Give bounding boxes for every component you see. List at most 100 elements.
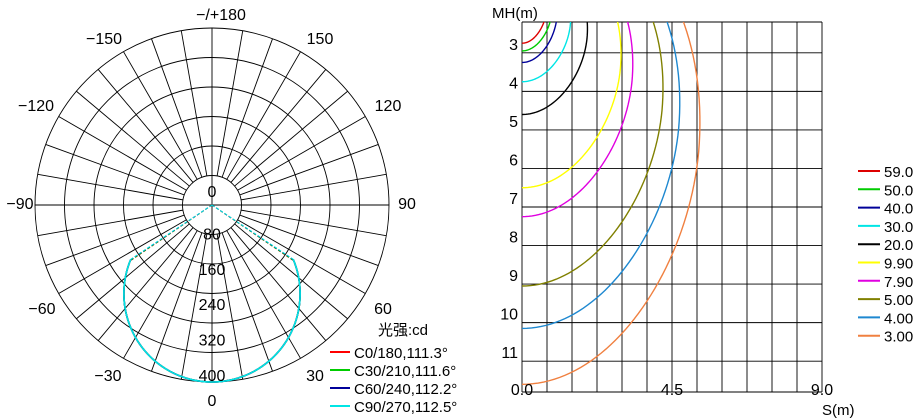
- legend-label: 4.00: [884, 310, 913, 327]
- polar-angle-label: −30: [94, 368, 121, 385]
- polar-spoke: [151, 38, 203, 178]
- polar-spoke: [230, 69, 327, 183]
- polar-spoke: [45, 214, 185, 266]
- isolux-y-tick: 10: [500, 307, 518, 324]
- legend-label: 20.0: [884, 237, 913, 254]
- polar-angle-label: −90: [6, 196, 33, 213]
- polar-angle-label: −60: [28, 301, 55, 318]
- polar-spoke: [240, 173, 387, 201]
- isolux-x-tick: 4.5: [661, 382, 683, 399]
- legend-label: 9.90: [884, 256, 913, 273]
- isolux-y-tick: 7: [509, 191, 518, 208]
- polar-grid: [34, 27, 390, 383]
- polar-spoke: [240, 209, 387, 237]
- isolux-curve: [522, 22, 572, 83]
- isolux-chart: 3 4 5 6 7 8 9 10 11 0.0 4.5 9.0 MH(m) S(m) 59.050.0…: [492, 5, 913, 418]
- polar-radial-label: 80: [203, 226, 221, 243]
- isolux-curve: [522, 22, 589, 116]
- polar-radial-label: 240: [199, 297, 226, 314]
- isolux-curve: [522, 22, 701, 385]
- polar-spoke: [123, 51, 198, 180]
- polar-beam-edge: [211, 204, 295, 261]
- isolux-y-tick: 11: [501, 345, 518, 362]
- isolux-series-group: [522, 22, 701, 385]
- polar-angle-label: 30: [306, 368, 324, 385]
- legend-label: 50.0: [884, 182, 913, 199]
- isolux-curve: [522, 22, 551, 52]
- polar-beam-edge: [129, 204, 213, 262]
- polar-labels: 0 30 −30 60 −60 90 −90 120 −120 150 −150 −/+180 0 80 1…: [6, 7, 416, 410]
- polar-beam-edge: [130, 204, 213, 260]
- isolux-grid: [521, 21, 823, 393]
- isolux-curve: [522, 22, 681, 330]
- polar-spoke: [151, 232, 203, 372]
- x-axis-label: S(m): [822, 402, 855, 418]
- polar-angle-label: −120: [18, 98, 54, 115]
- polar-angle-label: 150: [307, 31, 334, 48]
- polar-spoke: [216, 30, 244, 177]
- polar-spoke: [97, 227, 194, 341]
- legend-label: 7.90: [884, 274, 913, 291]
- polar-radial-label: 0: [208, 184, 217, 201]
- legend-label: 59.0: [884, 164, 913, 181]
- polar-spoke: [226, 51, 301, 180]
- polar-angle-label: 90: [398, 196, 416, 213]
- polar-spoke: [97, 69, 194, 183]
- polar-spoke: [221, 232, 273, 372]
- polar-angle-label: 120: [375, 98, 402, 115]
- polar-spoke: [221, 38, 273, 178]
- polar-angle-label: 60: [374, 301, 392, 318]
- polar-spoke: [237, 219, 366, 294]
- polar-spoke: [58, 219, 187, 294]
- isolux-y-tick: 3: [509, 37, 518, 54]
- isolux-curve: [522, 22, 634, 218]
- polar-beam-edge: [129, 204, 213, 261]
- polar-spoke: [234, 223, 348, 320]
- isolux-labels: 3 4 5 6 7 8 9 10 11 0.0 4.5 9.0: [500, 37, 833, 399]
- polar-chart: 0 30 −30 60 −60 90 −90 120 −120 150 −150 −/+180 0 80 1…: [6, 7, 457, 416]
- unit-label: 光强:cd: [378, 322, 428, 339]
- legend-label: 3.00: [884, 329, 913, 346]
- legend-label: C0/180,111.3°: [354, 345, 448, 362]
- polar-angle-label: 0: [208, 393, 217, 410]
- polar-spoke: [76, 223, 190, 320]
- polar-spoke: [239, 144, 379, 196]
- polar-spoke: [37, 209, 184, 237]
- legend-label: 30.0: [884, 219, 913, 236]
- polar-spoke: [76, 90, 190, 187]
- polar-radial-label: 320: [199, 333, 226, 350]
- polar-spoke: [216, 233, 244, 380]
- legend-label: C30/210,111.6°: [354, 363, 456, 380]
- isolux-curve: [522, 22, 664, 287]
- isolux-curve: [522, 22, 557, 64]
- polar-legend: C0/180,111.3°C30/210,111.6°C60/240,112.2…: [330, 345, 457, 416]
- polar-angle-label: −/+180: [196, 7, 246, 24]
- polar-spoke: [180, 233, 208, 380]
- polar-series-curve: [123, 258, 301, 383]
- polar-spoke: [45, 144, 185, 196]
- isolux-y-tick: 5: [509, 114, 518, 131]
- polar-radial-label: 400: [199, 368, 226, 385]
- legend-label: 40.0: [884, 201, 913, 218]
- polar-beam-edge: [211, 204, 294, 260]
- isolux-y-tick: 9: [509, 268, 518, 285]
- y-axis-label: MH(m): [492, 5, 538, 22]
- polar-spoke: [180, 30, 208, 177]
- isolux-y-tick: 6: [509, 153, 518, 170]
- legend-label: C90/270,112.5°: [354, 399, 457, 416]
- isolux-y-tick: 4: [509, 75, 518, 92]
- polar-radial-label: 160: [199, 262, 226, 279]
- legend-label: C60/240,112.2°: [354, 381, 457, 398]
- polar-spoke: [239, 214, 379, 266]
- isolux-x-tick: 9.0: [811, 382, 833, 399]
- isolux-x-tick: 0.0: [511, 382, 533, 399]
- polar-spoke: [230, 227, 327, 341]
- isolux-legend: 59.050.0 40.030.020.0 9.907.905.004.00 3.00: [858, 164, 913, 346]
- isolux-curves: [522, 22, 701, 385]
- polar-spoke: [58, 116, 187, 191]
- legend-label: 5.00: [884, 292, 913, 309]
- polar-angle-label: −150: [86, 31, 122, 48]
- polar-spoke: [234, 90, 348, 187]
- isolux-curve: [522, 22, 622, 189]
